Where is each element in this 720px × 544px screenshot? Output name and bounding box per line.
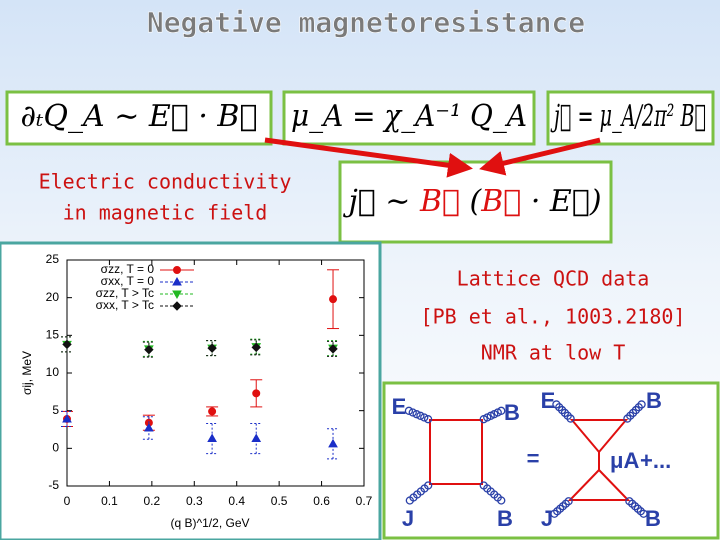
data-point (207, 433, 217, 443)
data-point (328, 344, 338, 354)
slide-title: Negative magnetoresistance (147, 6, 585, 39)
formula: ∂ₜQ_A ∼ E⃗ · B⃗ (21, 99, 258, 134)
right-text: Lattice QCD data (457, 267, 650, 291)
data-point (62, 339, 72, 350)
gluon-coil (550, 509, 559, 518)
diagram-vertex: μA (610, 448, 639, 473)
formula-part: j⃗ = μ_A/2π² B⃗ (550, 99, 706, 134)
legend-marker (172, 276, 182, 286)
diagram-label: B (497, 506, 513, 531)
right-text: NMR at low T (481, 341, 626, 365)
arrow (479, 137, 601, 176)
arrow (264, 137, 473, 178)
x-tick-label: 0.7 (356, 494, 373, 508)
y-tick-label: -5 (48, 478, 59, 492)
formula-box (546, 90, 715, 146)
gluon-coil (412, 410, 421, 419)
gluon-coil (552, 400, 561, 409)
formula-part: · E⃗) (521, 184, 601, 219)
data-point (251, 433, 262, 443)
y-tick-label: 10 (46, 365, 60, 379)
data-point (252, 389, 261, 398)
data-point (144, 344, 154, 355)
formula-part: j⃗ ∼ (342, 184, 420, 219)
formula: μ_A = χ_A⁻¹ Q_A (291, 99, 527, 134)
data-point (62, 413, 72, 423)
legend-label: σxx, T = 0 (101, 274, 155, 288)
diagram-label: B (646, 388, 662, 413)
feynman-diagram: E BJ BE BJ BμA= +... (392, 388, 672, 531)
gluon-coil (405, 496, 414, 505)
gluon-coil (497, 406, 506, 415)
left-label: Electric conductivity (39, 170, 292, 194)
gluon-coil (637, 400, 646, 409)
x-tick-label: 0.6 (313, 494, 330, 508)
y-tick-label: 5 (52, 403, 59, 417)
formula-part: ∂ₜQ_A ∼ E⃗ · B⃗ (21, 99, 258, 134)
formula-part: ( (460, 184, 483, 219)
legend-label: σzz, T = 0 (101, 262, 155, 276)
legend-marker (172, 301, 182, 311)
formula-part: μ_A = χ_A⁻¹ Q_A (291, 99, 527, 134)
y-tick-label: 25 (46, 252, 60, 266)
legend-label: σzz, T > Tc (96, 286, 154, 300)
legend-marker (172, 290, 182, 300)
formula-part: B⃗ (419, 184, 460, 219)
diagram-label: E (392, 394, 407, 419)
chart: -5 0 5 10 15 20 25 0 0.1 0.2 0.3 0.4 0.5 0.6 0.7 (q B)^… (20, 252, 372, 530)
formula-box (5, 90, 273, 146)
gluon-coil (423, 415, 433, 424)
gluon-coil (404, 406, 414, 415)
left-label: in magnetic field (63, 201, 268, 225)
right-text: [PB et al., 1003.2180] (421, 305, 686, 329)
loop (569, 419, 629, 454)
formula-boxes (5, 90, 715, 244)
diagram-label: B (645, 506, 661, 531)
data-point (144, 422, 154, 432)
formula-box (282, 90, 536, 146)
loop (567, 468, 631, 501)
diagram-label: J (402, 506, 414, 531)
diagram-label: E (541, 388, 556, 413)
y-axis-label: σij, MeV (20, 351, 34, 395)
data-point (208, 407, 217, 416)
gluon-coil (416, 411, 425, 420)
legend-label: σxx, T > Tc (96, 298, 154, 312)
y-tick-label: 0 (52, 441, 59, 455)
x-axis-label: (q B)^1/2, GeV (171, 516, 250, 530)
formula: j⃗ ∼ B⃗ (B⃗ · E⃗) (342, 184, 601, 219)
diagram-plus: +... (640, 448, 671, 473)
gluon-coil (408, 408, 417, 417)
x-tick-label: 0.2 (144, 494, 161, 508)
x-tick-label: 0.4 (228, 494, 245, 508)
x-tick-label: 0.5 (271, 494, 288, 508)
x-tick-label: 0.1 (101, 494, 118, 508)
y-tick-label: 15 (46, 328, 60, 342)
loop (429, 419, 483, 485)
x-tick-label: 0.3 (186, 494, 203, 508)
y-tick-label: 20 (46, 290, 60, 304)
formula-part: B⃗ (480, 184, 521, 219)
gluon-coil (497, 496, 506, 505)
legend-marker (173, 266, 181, 274)
formula: j⃗ = μ_A/2π² B⃗ (550, 99, 706, 134)
data-point (328, 438, 338, 448)
gluon-coil (639, 509, 648, 518)
x-tick-label: 0 (64, 494, 71, 508)
diagram-label: B (504, 400, 520, 425)
gluon-coil (420, 413, 429, 422)
diagram-label: J (541, 506, 553, 531)
data-point (251, 342, 261, 353)
data-point (329, 295, 338, 304)
data-point (207, 343, 217, 353)
formula-box (338, 160, 613, 244)
diagram-equals: = (527, 446, 540, 471)
